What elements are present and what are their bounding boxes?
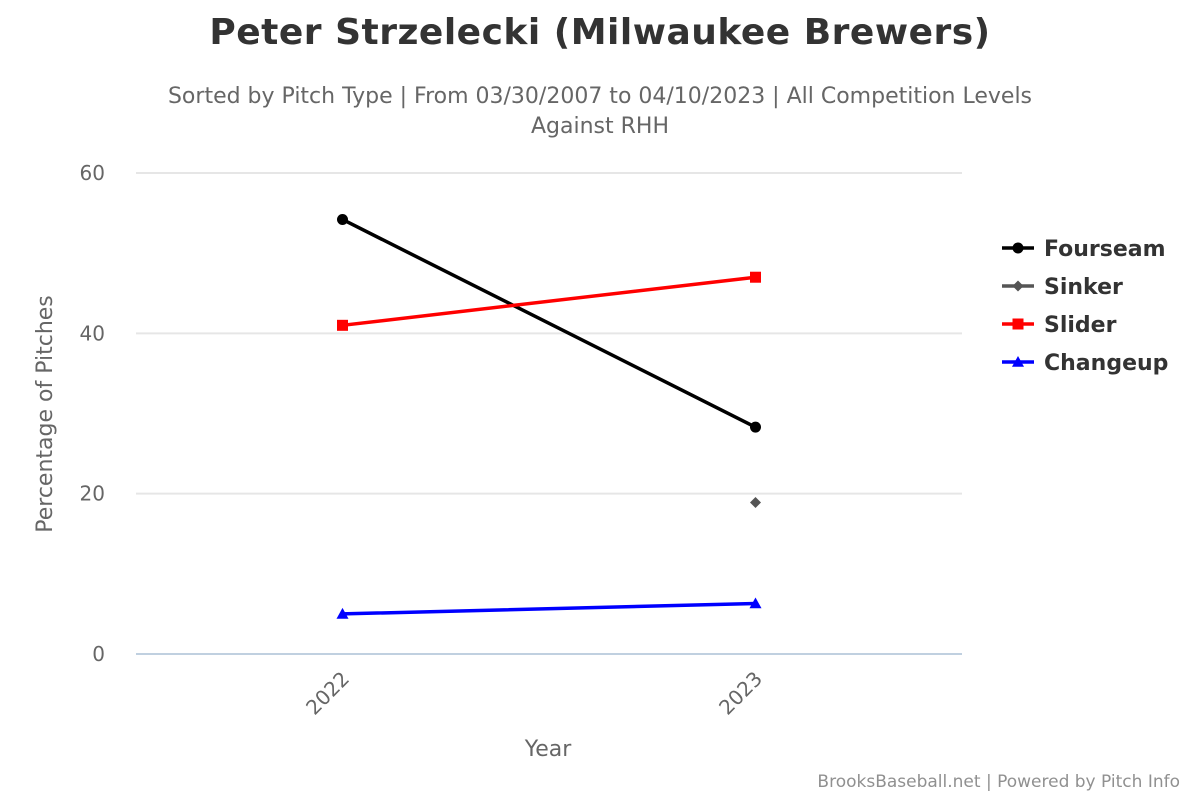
legend-marker bbox=[1012, 242, 1024, 254]
series-fourseam bbox=[337, 213, 761, 433]
legend-item-fourseam: Fourseam bbox=[1002, 237, 1166, 262]
legend-label: Slider bbox=[1044, 313, 1117, 338]
legend-item-slider: Slider bbox=[1002, 313, 1117, 338]
changeup-line bbox=[340, 601, 758, 616]
legend-label: Changeup bbox=[1044, 351, 1168, 376]
credits-text: BrooksBaseball.net | Powered by Pitch In… bbox=[817, 772, 1180, 792]
y-tick-label: 20 bbox=[80, 482, 105, 506]
legend-marker bbox=[1012, 318, 1024, 330]
subtitle-line-2: Against RHH bbox=[530, 114, 669, 139]
x-axis-ticks: 2022 2023 bbox=[301, 667, 767, 720]
legend-item-sinker: Sinker bbox=[1002, 275, 1123, 300]
sinker-point bbox=[750, 496, 761, 508]
series-sinker bbox=[750, 496, 761, 508]
y-tick-label: 40 bbox=[80, 321, 105, 345]
grid-lines bbox=[136, 172, 962, 655]
legend-label: Fourseam bbox=[1044, 237, 1166, 262]
legend: Fourseam Sinker Slider Changeup bbox=[1002, 237, 1168, 376]
series-changeup bbox=[336, 597, 762, 619]
legend-marker bbox=[1012, 280, 1024, 292]
changeup-point bbox=[749, 597, 762, 609]
slider-line bbox=[340, 275, 758, 328]
y-tick-label: 60 bbox=[80, 161, 105, 185]
legend-item-changeup: Changeup bbox=[1002, 351, 1168, 376]
x-tick-label: 2023 bbox=[714, 667, 767, 720]
y-axis-ticks: 0 20 40 60 bbox=[80, 161, 105, 666]
chart-subtitle: Sorted by Pitch Type | From 03/30/2007 t… bbox=[0, 82, 1200, 142]
fourseam-point bbox=[750, 421, 761, 433]
legend-marker bbox=[1012, 356, 1024, 367]
legend-label: Sinker bbox=[1044, 275, 1123, 300]
slider-point bbox=[337, 319, 348, 331]
chart-title: Peter Strzelecki (Milwaukee Brewers) bbox=[209, 12, 991, 53]
y-axis-title: Percentage of Pitches bbox=[33, 295, 58, 533]
fourseam-line bbox=[340, 217, 758, 429]
x-tick-label: 2022 bbox=[301, 667, 354, 720]
changeup-point bbox=[336, 607, 349, 619]
series-slider bbox=[337, 271, 761, 331]
y-tick-label: 0 bbox=[92, 642, 105, 666]
slider-point bbox=[750, 271, 761, 283]
subtitle-line-1: Sorted by Pitch Type | From 03/30/2007 t… bbox=[167, 84, 1033, 109]
x-axis-title: Year bbox=[524, 737, 573, 762]
series-layer bbox=[336, 213, 762, 619]
fourseam-point bbox=[337, 213, 348, 225]
